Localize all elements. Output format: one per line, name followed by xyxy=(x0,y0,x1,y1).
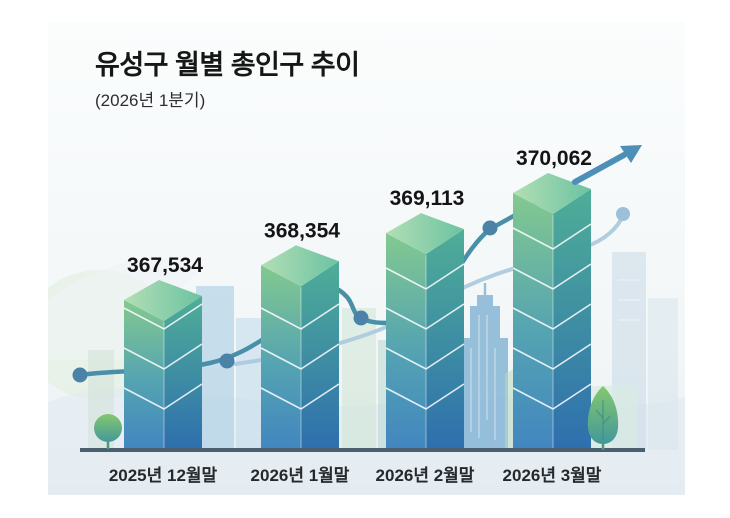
cube-divider xyxy=(385,303,465,330)
bar-2026-02: 369,113 xyxy=(385,187,465,449)
value-label: 370,062 xyxy=(516,147,592,170)
title-block: 유성구 월별 총인구 추이 (2026년 1분기) xyxy=(95,50,360,111)
cube-divider xyxy=(512,383,592,410)
cube-divider xyxy=(385,343,465,370)
cube-divider xyxy=(512,263,592,290)
trend-dot xyxy=(219,353,235,369)
trend-dot-secondary xyxy=(616,207,630,221)
x-label-mar-2026: 2026년 3월말 xyxy=(503,465,602,485)
page-subtitle: (2026년 1분기) xyxy=(95,91,206,111)
growth-arrow xyxy=(572,145,642,185)
building xyxy=(648,298,678,450)
cube-divider xyxy=(260,303,340,330)
cube-divider xyxy=(123,303,203,330)
x-axis-labels: 2025년 12월말 2026년 1월말 2026년 2월말 2026년 3월말 xyxy=(109,465,602,485)
page-title: 유성구 월별 총인구 추이 xyxy=(95,50,360,80)
cube-divider xyxy=(123,383,203,410)
building xyxy=(236,318,264,450)
trend-dot xyxy=(353,310,369,326)
trend-dot xyxy=(482,220,498,236)
bar-2026-03: 370,062 xyxy=(512,147,592,449)
cube-divider xyxy=(512,223,592,250)
cube-divider xyxy=(260,383,340,410)
arrowhead-icon xyxy=(620,145,642,163)
tree-right-icon xyxy=(587,386,619,450)
skyscraper xyxy=(462,283,508,450)
bar-2026-01: 368,354 xyxy=(260,219,340,449)
value-label: 367,534 xyxy=(127,254,203,277)
bar-series: 367,534 368,354 369,113 xyxy=(123,147,592,449)
value-label: 368,354 xyxy=(264,219,340,242)
tree-left-icon xyxy=(94,414,122,449)
bar-2025-12: 367,534 xyxy=(123,254,203,449)
cube-divider xyxy=(512,303,592,330)
cube-divider xyxy=(512,343,592,370)
x-label-dec-2025: 2025년 12월말 xyxy=(109,465,218,485)
cube-divider xyxy=(385,383,465,410)
x-label-jan-2026: 2026년 1월말 xyxy=(251,465,350,485)
trend-dot xyxy=(72,367,88,383)
value-label: 369,113 xyxy=(390,187,465,210)
cube-divider xyxy=(123,343,203,370)
building xyxy=(342,308,376,450)
x-label-feb-2026: 2026년 2월말 xyxy=(376,465,475,485)
cube-divider xyxy=(385,263,465,290)
cube-divider xyxy=(260,343,340,370)
